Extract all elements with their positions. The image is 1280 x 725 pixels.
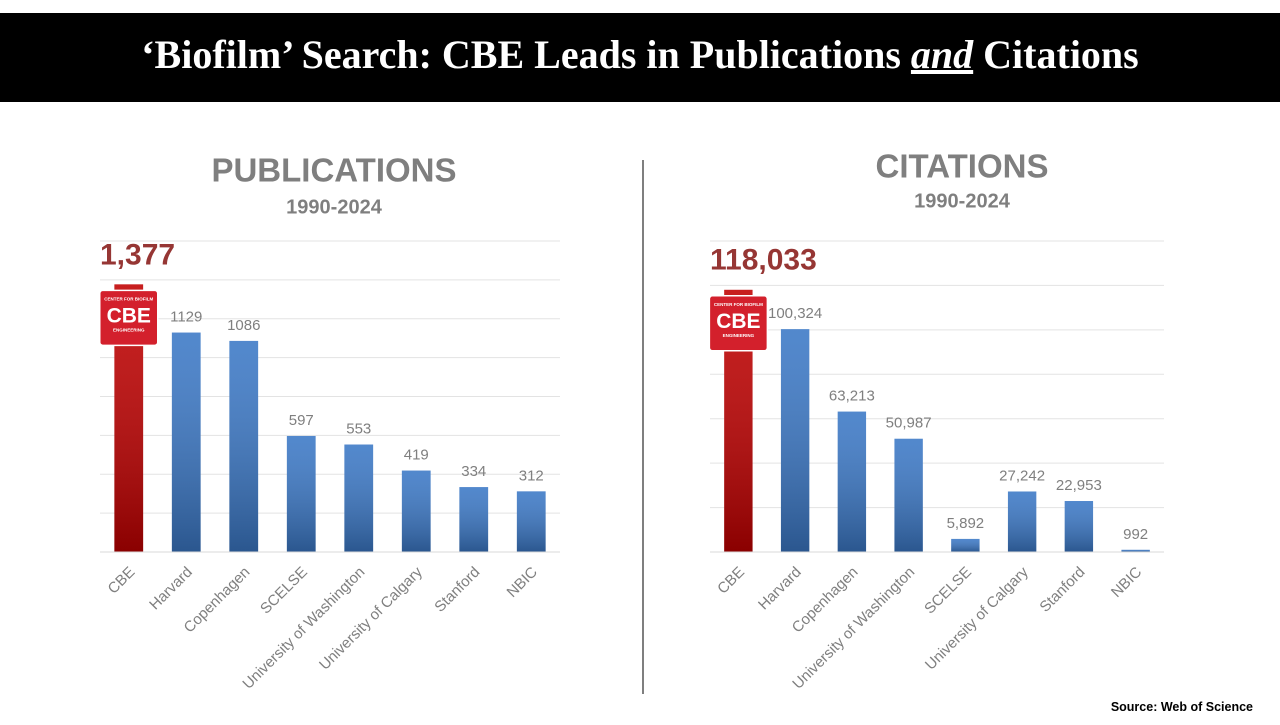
value-label: 553 bbox=[346, 420, 371, 437]
title-part: ‘Biofilm’ Search: CBE Leads in Publicati… bbox=[141, 32, 911, 77]
bar-shade bbox=[401, 470, 431, 552]
logo-text: ENGINEERING bbox=[723, 333, 755, 338]
value-label: 992 bbox=[1123, 526, 1148, 543]
x-tick-label: SCELSE bbox=[257, 564, 311, 618]
bar-shade bbox=[229, 340, 259, 552]
value-label: 1129 bbox=[170, 309, 202, 326]
chart-title: PUBLICATIONS bbox=[211, 152, 456, 189]
x-tick-label: NBIC bbox=[1108, 564, 1145, 601]
x-tick-label: CBE bbox=[105, 564, 139, 598]
chart-subtitle: 1990-2024 bbox=[286, 196, 383, 218]
bar-shade bbox=[1121, 549, 1150, 552]
x-tick-label: Stanford bbox=[1036, 564, 1088, 616]
chart-subtitle: 1990-2024 bbox=[914, 190, 1011, 212]
bar-shade bbox=[951, 538, 980, 552]
x-tick-label: CBE bbox=[714, 564, 748, 598]
bar-shade bbox=[1007, 491, 1037, 552]
x-tick-label: Harvard bbox=[755, 564, 805, 614]
value-label: 5,892 bbox=[947, 515, 985, 532]
logo-badge bbox=[708, 295, 769, 352]
source-note: Source: Web of Science bbox=[1111, 700, 1253, 714]
bar-shade bbox=[171, 332, 201, 552]
bar-shade bbox=[894, 438, 923, 552]
value-label: 1086 bbox=[227, 317, 260, 334]
chart-title: CITATIONS bbox=[876, 148, 1049, 185]
logo-badge bbox=[99, 289, 159, 347]
logo-text: CENTER FOR BIOFILM bbox=[714, 302, 763, 307]
title-part: Citations bbox=[973, 32, 1139, 77]
bar-shade bbox=[344, 444, 374, 552]
value-label: 27,242 bbox=[999, 467, 1045, 484]
value-label: 100,324 bbox=[768, 305, 822, 322]
x-tick-label: University of Calgary bbox=[922, 563, 1032, 673]
bar-shade bbox=[837, 411, 867, 552]
value-label: 118,033 bbox=[710, 244, 817, 277]
bar-shade bbox=[780, 329, 810, 552]
logo-text: CBE bbox=[107, 304, 151, 327]
x-tick-label: NBIC bbox=[504, 564, 541, 601]
x-tick-label: Stanford bbox=[431, 564, 483, 616]
logo-text: ENGINEERING bbox=[113, 327, 145, 332]
value-label: 312 bbox=[519, 467, 544, 484]
value-label: 22,953 bbox=[1056, 477, 1102, 494]
value-label: 334 bbox=[461, 463, 486, 480]
x-tick-label: Harvard bbox=[146, 564, 196, 614]
bar-shade bbox=[1064, 501, 1094, 552]
value-label: 419 bbox=[404, 447, 429, 464]
title-emphasis: and bbox=[911, 32, 974, 77]
value-label: 63,213 bbox=[829, 388, 875, 405]
x-tick-label: University of Calgary bbox=[316, 563, 426, 673]
slide-title: ‘Biofilm’ Search: CBE Leads in Publicati… bbox=[141, 32, 1139, 77]
value-label: 1,377 bbox=[100, 238, 175, 271]
logo-text: CENTER FOR BIOFILM bbox=[104, 296, 153, 301]
value-label: 50,987 bbox=[886, 415, 932, 432]
logo-text: CBE bbox=[716, 310, 760, 333]
x-tick-label: SCELSE bbox=[921, 564, 975, 618]
bar-shade bbox=[286, 435, 316, 552]
bar-shade bbox=[516, 491, 546, 552]
value-label: 597 bbox=[289, 412, 314, 429]
bar-shade bbox=[459, 487, 489, 552]
title-bar bbox=[0, 13, 1280, 102]
